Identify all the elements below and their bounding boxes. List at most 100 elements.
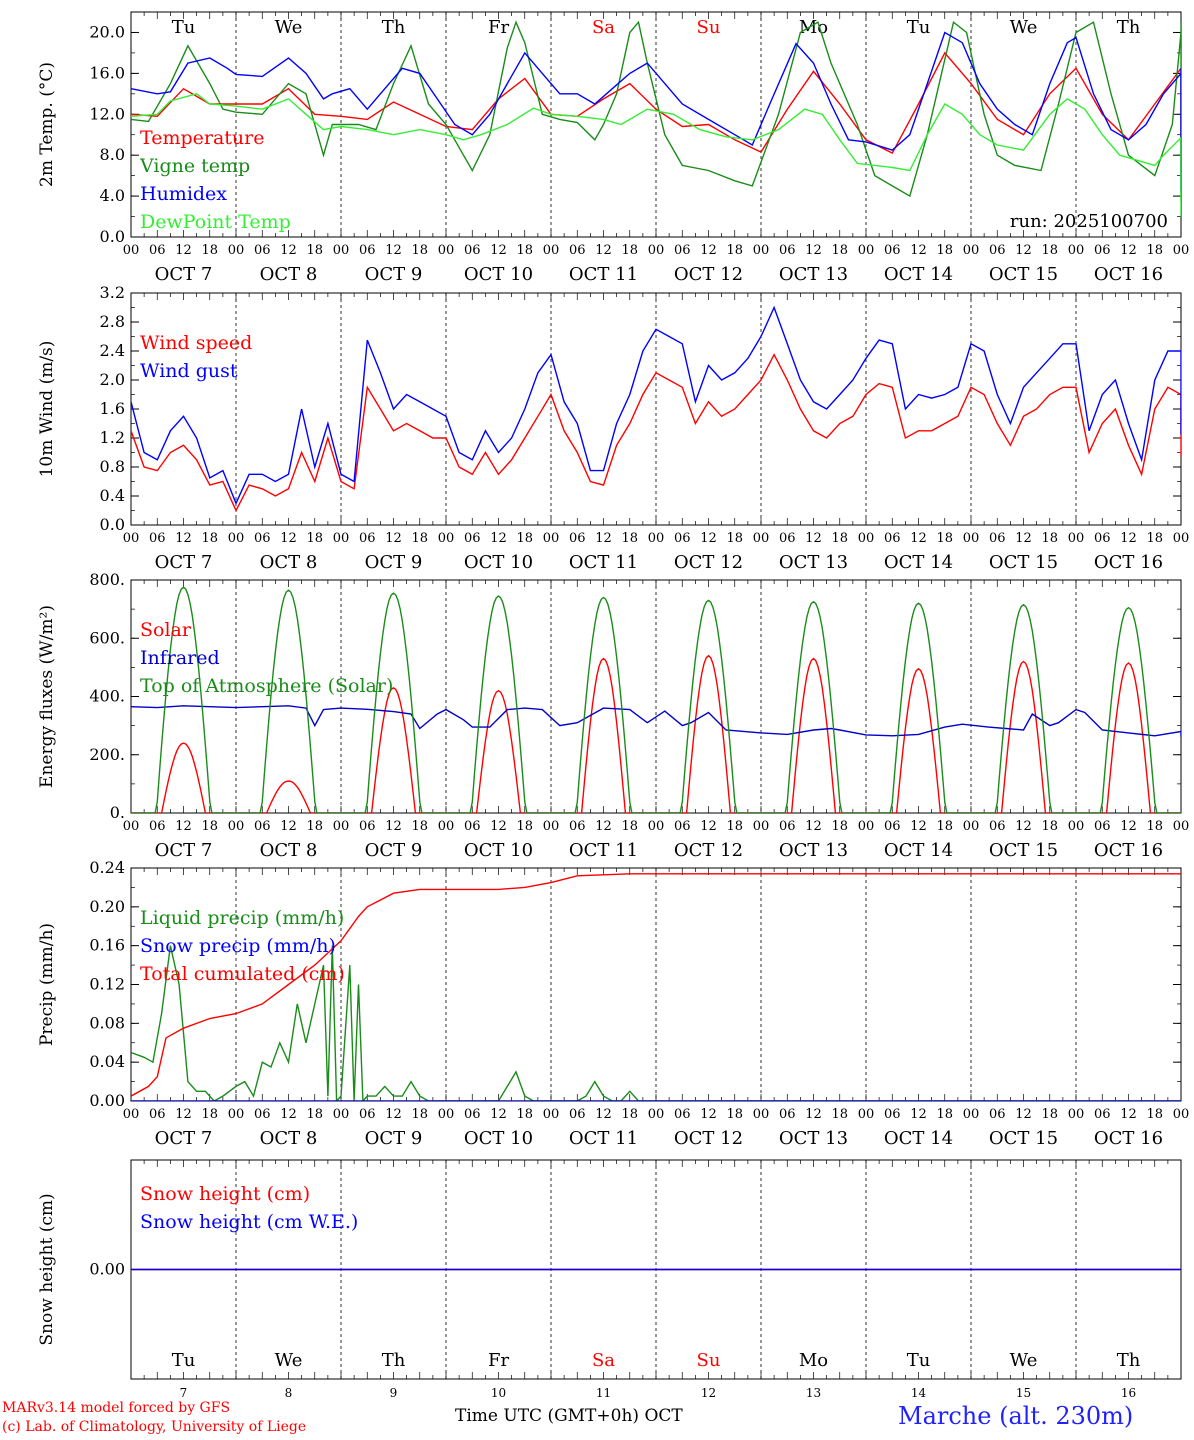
- series-infrared: [131, 705, 1181, 737]
- weekday-label: Sa: [592, 17, 615, 38]
- date-label: OCT 14: [884, 1128, 953, 1149]
- hour-tick-label: 00: [753, 531, 770, 546]
- hour-tick-label: 12: [175, 819, 192, 834]
- hour-tick-label: 06: [359, 819, 376, 834]
- hour-tick-label: 00: [1173, 531, 1190, 546]
- hour-tick-label: 06: [464, 1107, 481, 1122]
- hour-tick-label: 18: [831, 243, 848, 258]
- date-label: OCT 9: [365, 552, 423, 573]
- y-tick-label: 0.20: [89, 897, 125, 916]
- legend-entry: Temperature: [140, 127, 264, 149]
- y-tick-label: 0.08: [89, 1013, 125, 1032]
- hour-tick-label: 18: [306, 531, 323, 546]
- weekday-label: Mo: [799, 1350, 828, 1371]
- hour-tick-label: 00: [1173, 1107, 1190, 1122]
- hour-tick-label: 06: [464, 243, 481, 258]
- date-label: OCT 14: [884, 264, 953, 285]
- series-total-cumulated-cm: [131, 873, 1181, 1097]
- hour-tick-label: 18: [411, 531, 428, 546]
- hour-tick-label: 06: [674, 1107, 691, 1122]
- date-label: OCT 13: [779, 1128, 848, 1149]
- hour-tick-label: 12: [1120, 1107, 1137, 1122]
- hour-tick-label: 12: [490, 531, 507, 546]
- y-tick-label: 0.24: [89, 858, 125, 877]
- series-group: [131, 20, 1181, 217]
- legend-entry: Vigne temp: [139, 155, 250, 177]
- hour-tick-label: 12: [700, 531, 717, 546]
- hour-tick-label: 06: [254, 531, 271, 546]
- date-label: OCT 13: [779, 840, 848, 861]
- hour-tick-label: 18: [726, 1107, 743, 1122]
- date-label: OCT 13: [779, 264, 848, 285]
- date-label: OCT 11: [569, 552, 638, 573]
- hour-tick-label: 06: [569, 243, 586, 258]
- hour-tick-label: 18: [936, 1107, 953, 1122]
- hour-tick-label: 12: [700, 243, 717, 258]
- y-tick-label: 0.4: [100, 486, 125, 505]
- hour-tick-label: 18: [516, 819, 533, 834]
- hour-tick-label: 12: [490, 1107, 507, 1122]
- hour-tick-label: 00: [123, 819, 140, 834]
- series-top-of-atmosphere-solar: [131, 586, 1181, 813]
- station-name: Marche (alt. 230m): [898, 1402, 1134, 1430]
- date-label: OCT 9: [365, 264, 423, 285]
- date-label: OCT 7: [155, 552, 213, 573]
- y-tick-label: 0.00: [89, 1260, 125, 1279]
- legend-entry: Infrared: [140, 647, 220, 669]
- hour-tick-label: 12: [805, 1107, 822, 1122]
- model-credit: MARv3.14 model forced by GFS: [2, 1400, 231, 1416]
- hour-tick-label: 06: [149, 1107, 166, 1122]
- hour-tick-label: 12: [805, 243, 822, 258]
- hour-tick-label: 18: [201, 531, 218, 546]
- weekday-label: Mo: [799, 17, 828, 38]
- weekday-label: Fr: [488, 17, 509, 38]
- weekday-label: Fr: [488, 1350, 509, 1371]
- y-tick-label: 2.0: [100, 370, 125, 389]
- hour-tick-label: 12: [280, 531, 297, 546]
- weekday-label: Th: [382, 1350, 406, 1371]
- hour-tick-label: 00: [438, 819, 455, 834]
- hour-tick-label: 06: [884, 531, 901, 546]
- weekday-label: Tu: [907, 1350, 931, 1371]
- legend-entry: Total cumulated (cm): [140, 963, 345, 985]
- y-tick-label: 16.0: [89, 63, 125, 82]
- series-vigne-temp: [131, 20, 1181, 202]
- hour-tick-label: 18: [936, 531, 953, 546]
- hour-tick-label: 06: [884, 243, 901, 258]
- hour-tick-label: 06: [989, 243, 1006, 258]
- hour-tick-label: 06: [254, 1107, 271, 1122]
- series-group: [131, 305, 1181, 513]
- hour-tick-label: 18: [201, 243, 218, 258]
- hour-tick-label: 18: [306, 819, 323, 834]
- y-tick-label: 400.: [89, 687, 125, 706]
- hour-tick-label: 06: [149, 819, 166, 834]
- date-label: OCT 10: [464, 552, 533, 573]
- hour-tick-label: 18: [1146, 243, 1163, 258]
- hour-tick-label: 12: [385, 819, 402, 834]
- hour-tick-label: 12: [595, 243, 612, 258]
- weekday-label: Th: [1117, 17, 1141, 38]
- y-axis-label: Energy fluxes (W/m²): [37, 605, 57, 788]
- hour-tick-label: 06: [1094, 819, 1111, 834]
- weekday-label: We: [275, 17, 303, 38]
- hour-tick-label: 00: [228, 531, 245, 546]
- hour-tick-label: 18: [831, 531, 848, 546]
- weekday-label: Tu: [907, 17, 931, 38]
- hour-tick-label: 06: [359, 531, 376, 546]
- hour-tick-label: 18: [516, 243, 533, 258]
- hour-tick-label: 18: [201, 1107, 218, 1122]
- y-tick-label: 2.4: [100, 341, 125, 360]
- legend-entry: Snow precip (mm/h): [140, 935, 336, 957]
- hour-tick-label: 18: [1041, 531, 1058, 546]
- series-group: [131, 873, 1181, 1101]
- hour-tick-label: 00: [1173, 819, 1190, 834]
- hour-tick-label: 06: [779, 1107, 796, 1122]
- hour-tick-label: 06: [254, 243, 271, 258]
- date-label: OCT 16: [1094, 840, 1163, 861]
- y-tick-label: 200.: [89, 745, 125, 764]
- hour-tick-label: 12: [1015, 819, 1032, 834]
- hour-tick-label: 00: [648, 1107, 665, 1122]
- date-label: OCT 14: [884, 552, 953, 573]
- hour-tick-label: 00: [963, 819, 980, 834]
- hour-tick-label: 18: [726, 819, 743, 834]
